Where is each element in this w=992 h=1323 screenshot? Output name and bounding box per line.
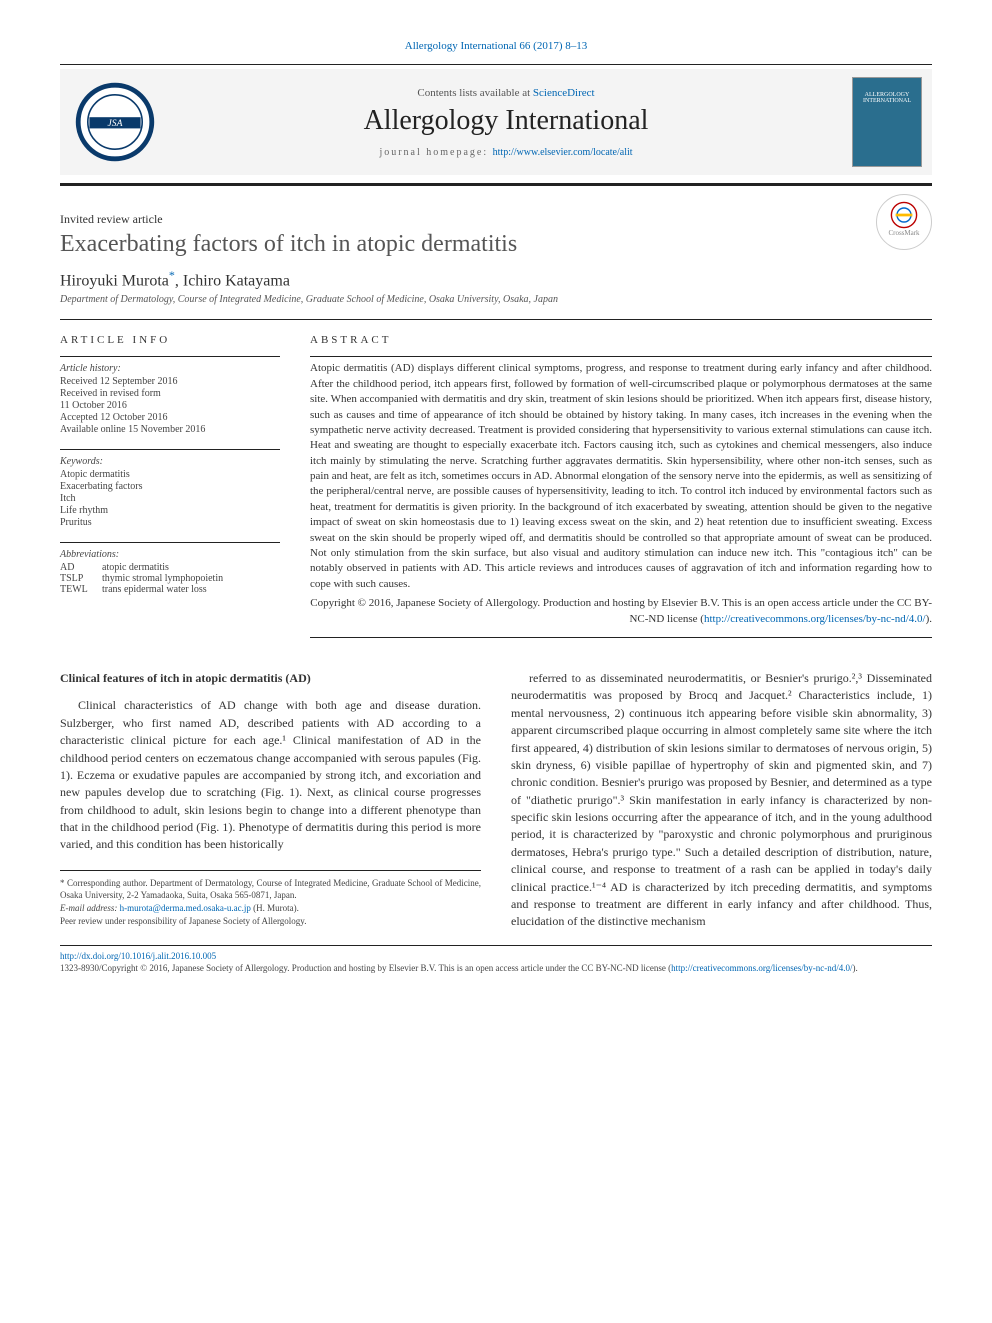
history-line: Available online 15 November 2016	[60, 424, 280, 435]
history-line: 11 October 2016	[60, 400, 280, 411]
keyword: Exacerbating factors	[60, 481, 280, 492]
email-footnote: E-mail address: h-murota@derma.med.osaka…	[60, 902, 481, 915]
keywords-label: Keywords:	[60, 456, 280, 467]
email-link[interactable]: h-murota@derma.med.osaka-u.ac.jp	[120, 903, 251, 913]
license-link-bottom[interactable]: http://creativecommons.org/licenses/by-n…	[671, 963, 852, 973]
author-1: Hiroyuki Murota	[60, 272, 169, 289]
section-heading: Clinical features of itch in atopic derm…	[60, 670, 481, 687]
journal-homepage: journal homepage: http://www.elsevier.co…	[170, 147, 842, 158]
sciencedirect-link[interactable]: ScienceDirect	[533, 87, 595, 99]
corresponding-marker: *	[169, 268, 175, 282]
svg-text:JSA: JSA	[108, 118, 123, 129]
masthead: JSA Contents lists available at ScienceD…	[60, 69, 932, 175]
rule-authors	[60, 319, 932, 320]
body-paragraph: referred to as disseminated neurodermati…	[511, 670, 932, 931]
article-title: Exacerbating factors of itch in atopic d…	[60, 231, 517, 258]
abstract-heading: ABSTRACT	[310, 328, 932, 346]
rule-abstract-bottom	[310, 637, 932, 638]
abbreviations: Abbreviations: ADatopic dermatitis TSLPt…	[60, 542, 280, 595]
footnotes: * Corresponding author. Department of De…	[60, 870, 481, 927]
rule-top	[60, 64, 932, 65]
society-logo: JSA	[70, 77, 160, 167]
article-type: Invited review article	[60, 212, 517, 227]
rule-abstract-top	[310, 356, 932, 357]
body-paragraph: Clinical characteristics of AD change wi…	[60, 697, 481, 854]
copyright: Copyright © 2016, Japanese Society of Al…	[310, 596, 932, 627]
abbrev-row: TEWLtrans epidermal water loss	[60, 584, 280, 595]
crossmark-icon	[890, 201, 918, 229]
keywords: Keywords: Atopic dermatitis Exacerbating…	[60, 449, 280, 528]
author-2: Ichiro Katayama	[183, 272, 290, 289]
rule-masthead-bottom	[60, 183, 932, 186]
issn-copyright: 1323-8930/Copyright © 2016, Japanese Soc…	[60, 963, 671, 973]
doi-link[interactable]: http://dx.doi.org/10.1016/j.alit.2016.10…	[60, 951, 216, 961]
journal-name: Allergology International	[170, 105, 842, 137]
homepage-link[interactable]: http://www.elsevier.com/locate/alit	[493, 147, 633, 158]
history-label: Article history:	[60, 363, 280, 374]
crossmark-badge[interactable]: CrossMark	[876, 194, 932, 250]
crossmark-label: CrossMark	[888, 229, 919, 237]
keyword: Life rhythm	[60, 505, 280, 516]
history-line: Accepted 12 October 2016	[60, 412, 280, 423]
article-info-heading: ARTICLE INFO	[60, 328, 280, 346]
journal-reference: Allergology International 66 (2017) 8–13	[60, 40, 932, 52]
cover-label: ALLERGOLOGY INTERNATIONAL	[853, 92, 921, 104]
peer-review-footnote: Peer review under responsibility of Japa…	[60, 915, 481, 928]
history-line: Received in revised form	[60, 388, 280, 399]
license-link[interactable]: http://creativecommons.org/licenses/by-n…	[704, 613, 926, 625]
authors: Hiroyuki Murota*, Ichiro Katayama	[60, 268, 932, 290]
history-line: Received 12 September 2016	[60, 376, 280, 387]
keyword: Itch	[60, 493, 280, 504]
abbrev-label: Abbreviations:	[60, 549, 280, 560]
abbrev-row: ADatopic dermatitis	[60, 562, 280, 573]
keyword: Atopic dermatitis	[60, 469, 280, 480]
jsa-logo-icon: JSA	[75, 82, 155, 162]
contents-available: Contents lists available at ScienceDirec…	[170, 87, 842, 99]
journal-cover-thumbnail: ALLERGOLOGY INTERNATIONAL	[852, 77, 922, 167]
bottom-bar: http://dx.doi.org/10.1016/j.alit.2016.10…	[60, 945, 932, 975]
article-history: Article history: Received 12 September 2…	[60, 356, 280, 435]
abstract-text: Atopic dermatitis (AD) displays differen…	[310, 361, 932, 592]
corresponding-footnote: * Corresponding author. Department of De…	[60, 877, 481, 902]
abbrev-row: TSLPthymic stromal lymphopoietin	[60, 573, 280, 584]
affiliation: Department of Dermatology, Course of Int…	[60, 294, 932, 305]
keyword: Pruritus	[60, 517, 280, 528]
